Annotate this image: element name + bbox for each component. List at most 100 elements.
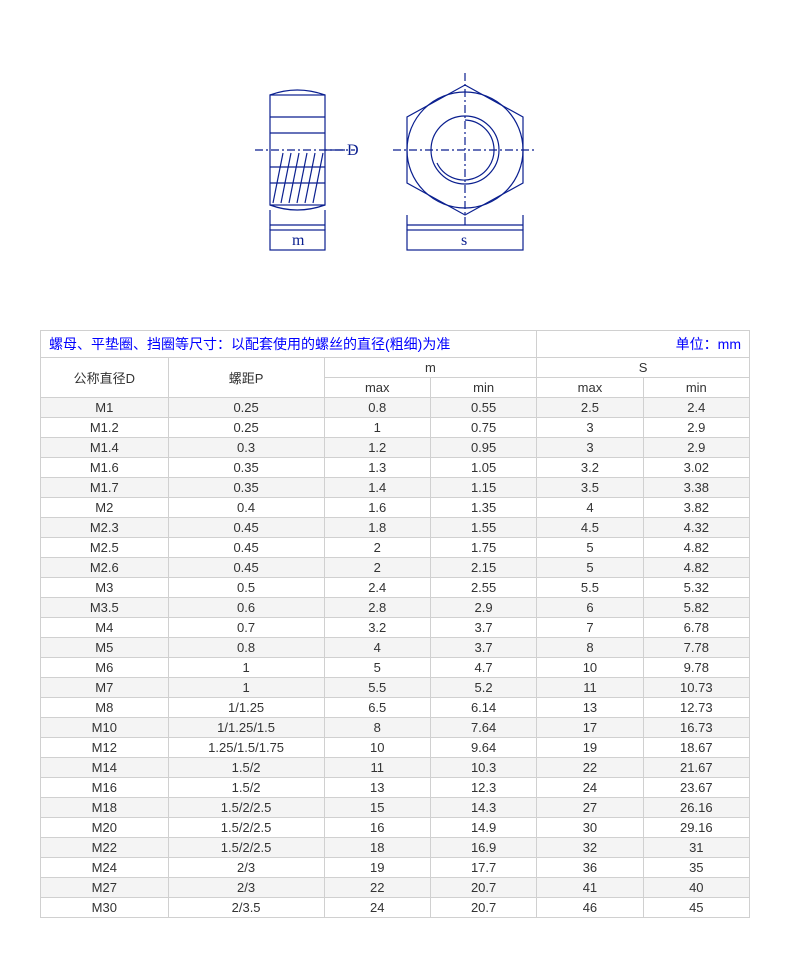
nut-diagram-svg: D m s	[225, 55, 565, 275]
table-cell: 40	[643, 878, 749, 898]
table-cell: 5.5	[537, 578, 643, 598]
table-row: M302/3.52420.74645	[41, 898, 750, 918]
table-cell: 2/3.5	[168, 898, 324, 918]
table-cell: M1	[41, 398, 169, 418]
table-cell: 35	[643, 858, 749, 878]
table-cell: 1.15	[430, 478, 536, 498]
table-cell: 1.6	[324, 498, 430, 518]
table-cell: 3	[537, 418, 643, 438]
table-cell: M10	[41, 718, 169, 738]
table-cell: 32	[537, 838, 643, 858]
table-cell: 2.9	[643, 438, 749, 458]
table-row: M2.60.4522.1554.82	[41, 558, 750, 578]
table-cell: M18	[41, 798, 169, 818]
table-cell: 0.95	[430, 438, 536, 458]
table-row: M1.60.351.31.053.23.02	[41, 458, 750, 478]
table-cell: 1.5/2	[168, 778, 324, 798]
table-row: M2.50.4521.7554.82	[41, 538, 750, 558]
table-title-cell: 螺母、平垫圈、挡圈等尺寸：以配套使用的螺丝的直径(粗细)为准	[41, 331, 537, 358]
table-cell: 13	[537, 698, 643, 718]
table-row: M141.5/21110.32221.67	[41, 758, 750, 778]
table-cell: 12.3	[430, 778, 536, 798]
table-cell: 1	[168, 678, 324, 698]
table-cell: 1.25/1.5/1.75	[168, 738, 324, 758]
table-cell: 18.67	[643, 738, 749, 758]
table-cell: 16.9	[430, 838, 536, 858]
table-cell: 5.5	[324, 678, 430, 698]
table-unit-cell: 单位：mm	[537, 331, 750, 358]
table-cell: 0.25	[168, 418, 324, 438]
table-row: M40.73.23.776.78	[41, 618, 750, 638]
table-cell: M30	[41, 898, 169, 918]
table-cell: 0.6	[168, 598, 324, 618]
diagram-label-m: m	[292, 232, 305, 249]
table-cell: 2/3	[168, 858, 324, 878]
diagram-label-s: s	[461, 232, 467, 249]
table-cell: M14	[41, 758, 169, 778]
table-cell: 5.2	[430, 678, 536, 698]
table-cell: 2.9	[643, 418, 749, 438]
table-cell: 1.5/2/2.5	[168, 798, 324, 818]
table-row: M81/1.256.56.141312.73	[41, 698, 750, 718]
col-header-s-max: max	[537, 378, 643, 398]
table-cell: 1	[324, 418, 430, 438]
table-cell: 8	[537, 638, 643, 658]
table-cell: 18	[324, 838, 430, 858]
table-cell: M3.5	[41, 598, 169, 618]
table-title: 螺母、平垫圈、挡圈等尺寸：以配套使用的螺丝的直径(粗细)为准	[49, 336, 450, 352]
table-cell: 14.3	[430, 798, 536, 818]
table-row: M10.250.80.552.52.4	[41, 398, 750, 418]
table-row: M272/32220.74140	[41, 878, 750, 898]
table-cell: 0.5	[168, 578, 324, 598]
table-row: M30.52.42.555.55.32	[41, 578, 750, 598]
table-cell: 3.82	[643, 498, 749, 518]
table-cell: 10.3	[430, 758, 536, 778]
table-cell: 0.45	[168, 538, 324, 558]
table-cell: 30	[537, 818, 643, 838]
table-cell: 22	[537, 758, 643, 778]
table-cell: 0.3	[168, 438, 324, 458]
table-cell: 17	[537, 718, 643, 738]
spec-table: 螺母、平垫圈、挡圈等尺寸：以配套使用的螺丝的直径(粗细)为准 单位：mm 公称直…	[40, 330, 750, 918]
table-row: M715.55.21110.73	[41, 678, 750, 698]
table-cell: 23.67	[643, 778, 749, 798]
table-cell: M22	[41, 838, 169, 858]
table-cell: 2.8	[324, 598, 430, 618]
table-cell: 3.7	[430, 618, 536, 638]
table-cell: 9.64	[430, 738, 536, 758]
col-header-m-max: max	[324, 378, 430, 398]
col-header-s: S	[537, 358, 750, 378]
table-cell: 27	[537, 798, 643, 818]
table-cell: M1.6	[41, 458, 169, 478]
table-cell: 1.5/2/2.5	[168, 818, 324, 838]
table-cell: 10.73	[643, 678, 749, 698]
table-cell: M20	[41, 818, 169, 838]
table-cell: M16	[41, 778, 169, 798]
table-row: M121.25/1.5/1.75109.641918.67	[41, 738, 750, 758]
spec-table-body: M10.250.80.552.52.4M1.20.2510.7532.9M1.4…	[41, 398, 750, 918]
table-cell: 7.78	[643, 638, 749, 658]
table-cell: 2	[324, 558, 430, 578]
table-cell: 6	[537, 598, 643, 618]
table-cell: 4.82	[643, 538, 749, 558]
table-cell: 3.2	[324, 618, 430, 638]
table-cell: 0.55	[430, 398, 536, 418]
table-cell: 21.67	[643, 758, 749, 778]
table-cell: 45	[643, 898, 749, 918]
table-cell: M2.3	[41, 518, 169, 538]
table-cell: 20.7	[430, 878, 536, 898]
table-cell: 4.5	[537, 518, 643, 538]
table-cell: 17.7	[430, 858, 536, 878]
table-cell: M2	[41, 498, 169, 518]
table-cell: 2.4	[643, 398, 749, 418]
table-cell: 2	[324, 538, 430, 558]
table-cell: 24	[537, 778, 643, 798]
table-cell: 0.35	[168, 478, 324, 498]
table-cell: M5	[41, 638, 169, 658]
table-cell: 2.15	[430, 558, 536, 578]
table-cell: 10	[324, 738, 430, 758]
table-cell: 0.8	[324, 398, 430, 418]
table-row: M201.5/2/2.51614.93029.16	[41, 818, 750, 838]
table-cell: 1	[168, 658, 324, 678]
table-row: M50.843.787.78	[41, 638, 750, 658]
